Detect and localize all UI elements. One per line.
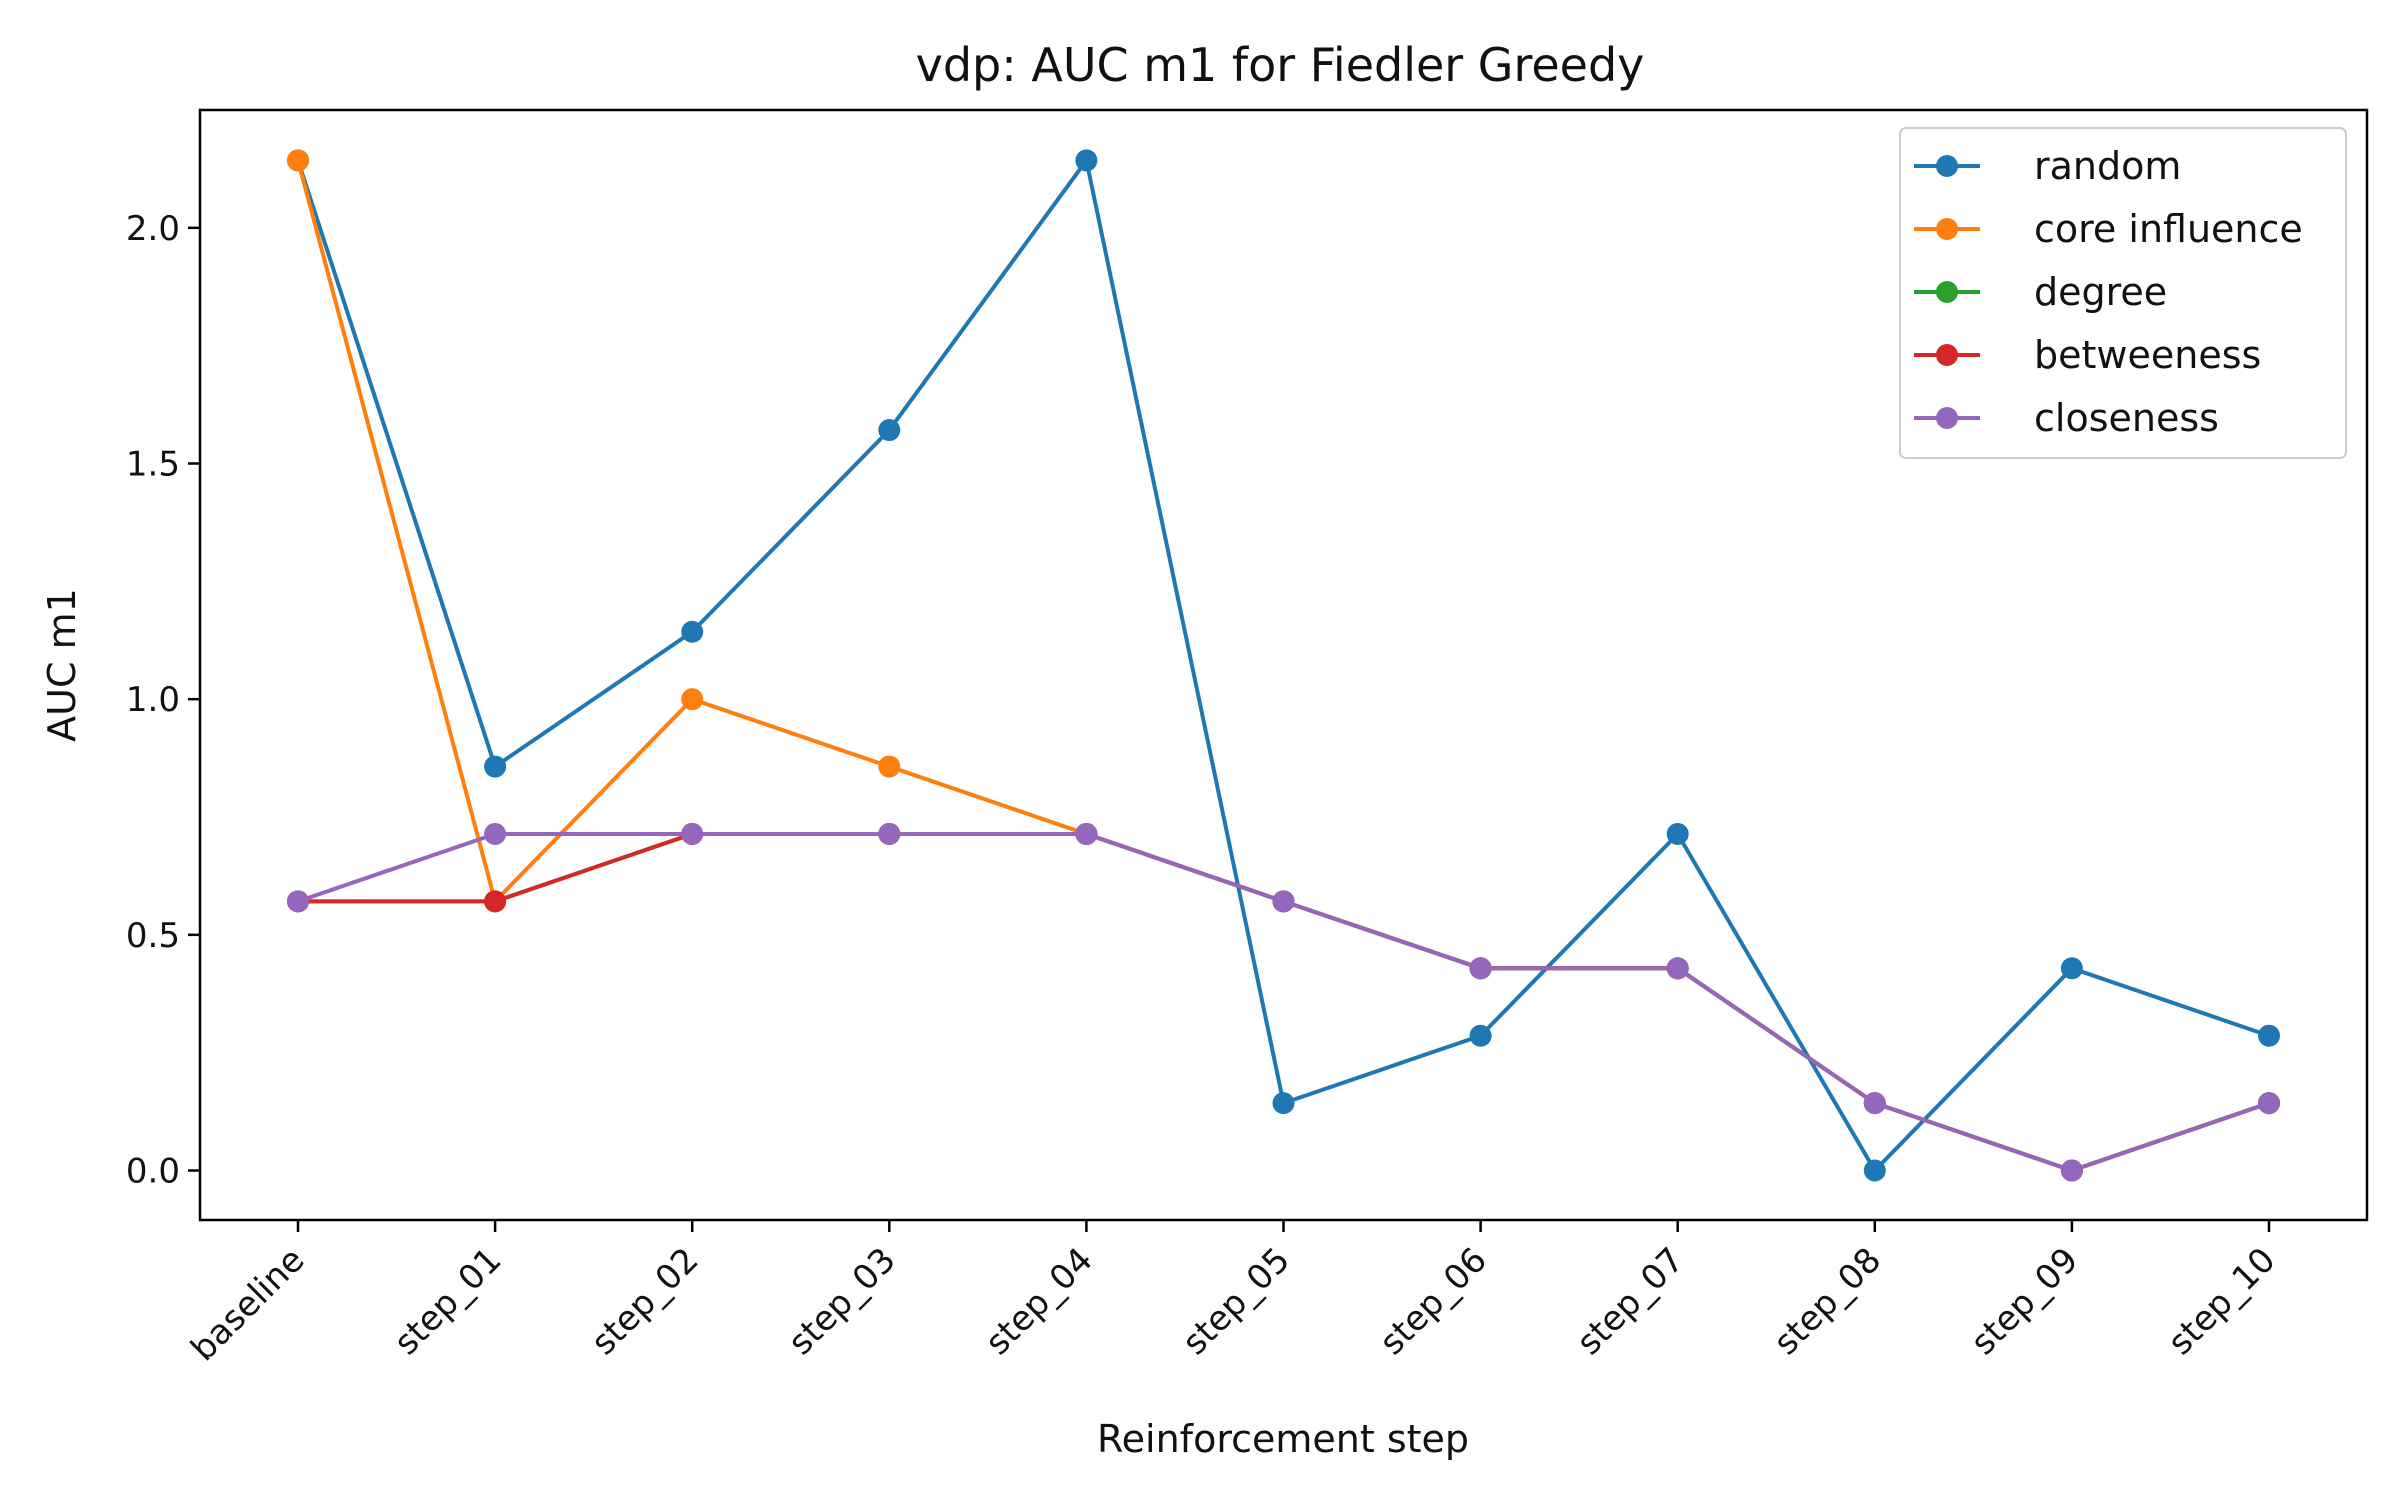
x-axis: baseline step_01 step_02 step_03 step_04 step… — [183, 1220, 2283, 1369]
legend-label: betweeness — [2034, 333, 2261, 377]
data-point — [1469, 957, 1492, 980]
legend-label: core influence — [2034, 207, 2303, 251]
data-point — [287, 890, 309, 913]
legend-item: closeness — [1914, 396, 2219, 440]
y-tick-label: 0.5 — [126, 916, 180, 956]
y-tick-label: 2.0 — [126, 209, 180, 249]
legend-item: core influence — [1914, 207, 2303, 251]
data-point — [484, 890, 507, 913]
legend-item: random — [1914, 144, 2181, 188]
series-line — [297, 831, 2270, 1173]
y-tick-label: 1.0 — [126, 680, 180, 720]
data-point — [1666, 822, 1689, 845]
legend-item: betweeness — [1914, 333, 2261, 377]
data-point — [681, 688, 704, 711]
x-tick-label: step_05 — [1175, 1240, 1298, 1363]
x-tick-label: step_06 — [1372, 1240, 1495, 1363]
x-axis-label: Reinforcement step — [1097, 1417, 1469, 1461]
series-line — [298, 831, 2270, 1173]
data-point — [2258, 1024, 2280, 1047]
data-point — [484, 822, 507, 845]
legend-label: closeness — [2034, 396, 2219, 440]
chart-title: vdp: AUC m1 for Fiedler Greedy — [916, 38, 1645, 92]
legend-marker — [1936, 407, 1958, 429]
data-point — [2060, 1159, 2083, 1182]
x-tick-label: step_08 — [1766, 1240, 1889, 1363]
x-tick-label: step_04 — [978, 1240, 1101, 1363]
series-line — [298, 831, 2270, 1173]
data-point — [2060, 957, 2083, 980]
x-tick-label: baseline — [183, 1240, 312, 1369]
legend-frame — [1899, 127, 2347, 459]
x-tick-label: step_01 — [387, 1240, 510, 1363]
data-point — [878, 755, 901, 778]
data-point — [484, 755, 507, 778]
legend-marker — [1936, 281, 1958, 303]
data-point — [681, 822, 704, 845]
legend-label: degree — [2034, 270, 2167, 314]
plot-area — [287, 149, 2280, 1182]
series-random — [287, 149, 2280, 1182]
x-tick-label: step_03 — [781, 1240, 904, 1363]
data-point — [1666, 957, 1689, 980]
y-tick-label: 1.5 — [126, 445, 180, 485]
legend-marker — [1936, 344, 1958, 366]
data-point — [1863, 1159, 1886, 1182]
data-point — [1863, 1092, 1886, 1115]
data-point — [1272, 1092, 1295, 1115]
y-axis: 0.0 0.5 1.0 1.5 2.0 — [126, 209, 200, 1192]
legend-marker — [1936, 218, 1958, 240]
data-point — [1469, 1024, 1492, 1047]
data-point — [287, 149, 309, 172]
series-betweeness — [287, 822, 2280, 1182]
data-point — [681, 620, 704, 643]
data-point — [2258, 1092, 2280, 1115]
legend: random core influence degree betweeness clos… — [1899, 127, 2347, 459]
series-closeness — [287, 822, 2280, 1182]
x-tick-label: step_10 — [2160, 1240, 2283, 1363]
data-point — [1075, 822, 1098, 845]
legend-marker — [1936, 155, 1958, 177]
series-degree — [287, 822, 2280, 1182]
data-point — [1272, 890, 1295, 913]
legend-item: degree — [1914, 270, 2167, 314]
x-tick-label: step_02 — [584, 1240, 707, 1363]
legend-label: random — [2034, 144, 2181, 188]
data-point — [878, 822, 901, 845]
y-axis-label: AUC m1 — [40, 588, 84, 742]
x-tick-label: step_09 — [1963, 1240, 2086, 1363]
x-tick-label: step_07 — [1569, 1240, 1692, 1363]
y-tick-label: 0.0 — [126, 1152, 180, 1192]
data-point — [1075, 149, 1098, 172]
data-point — [878, 419, 901, 442]
